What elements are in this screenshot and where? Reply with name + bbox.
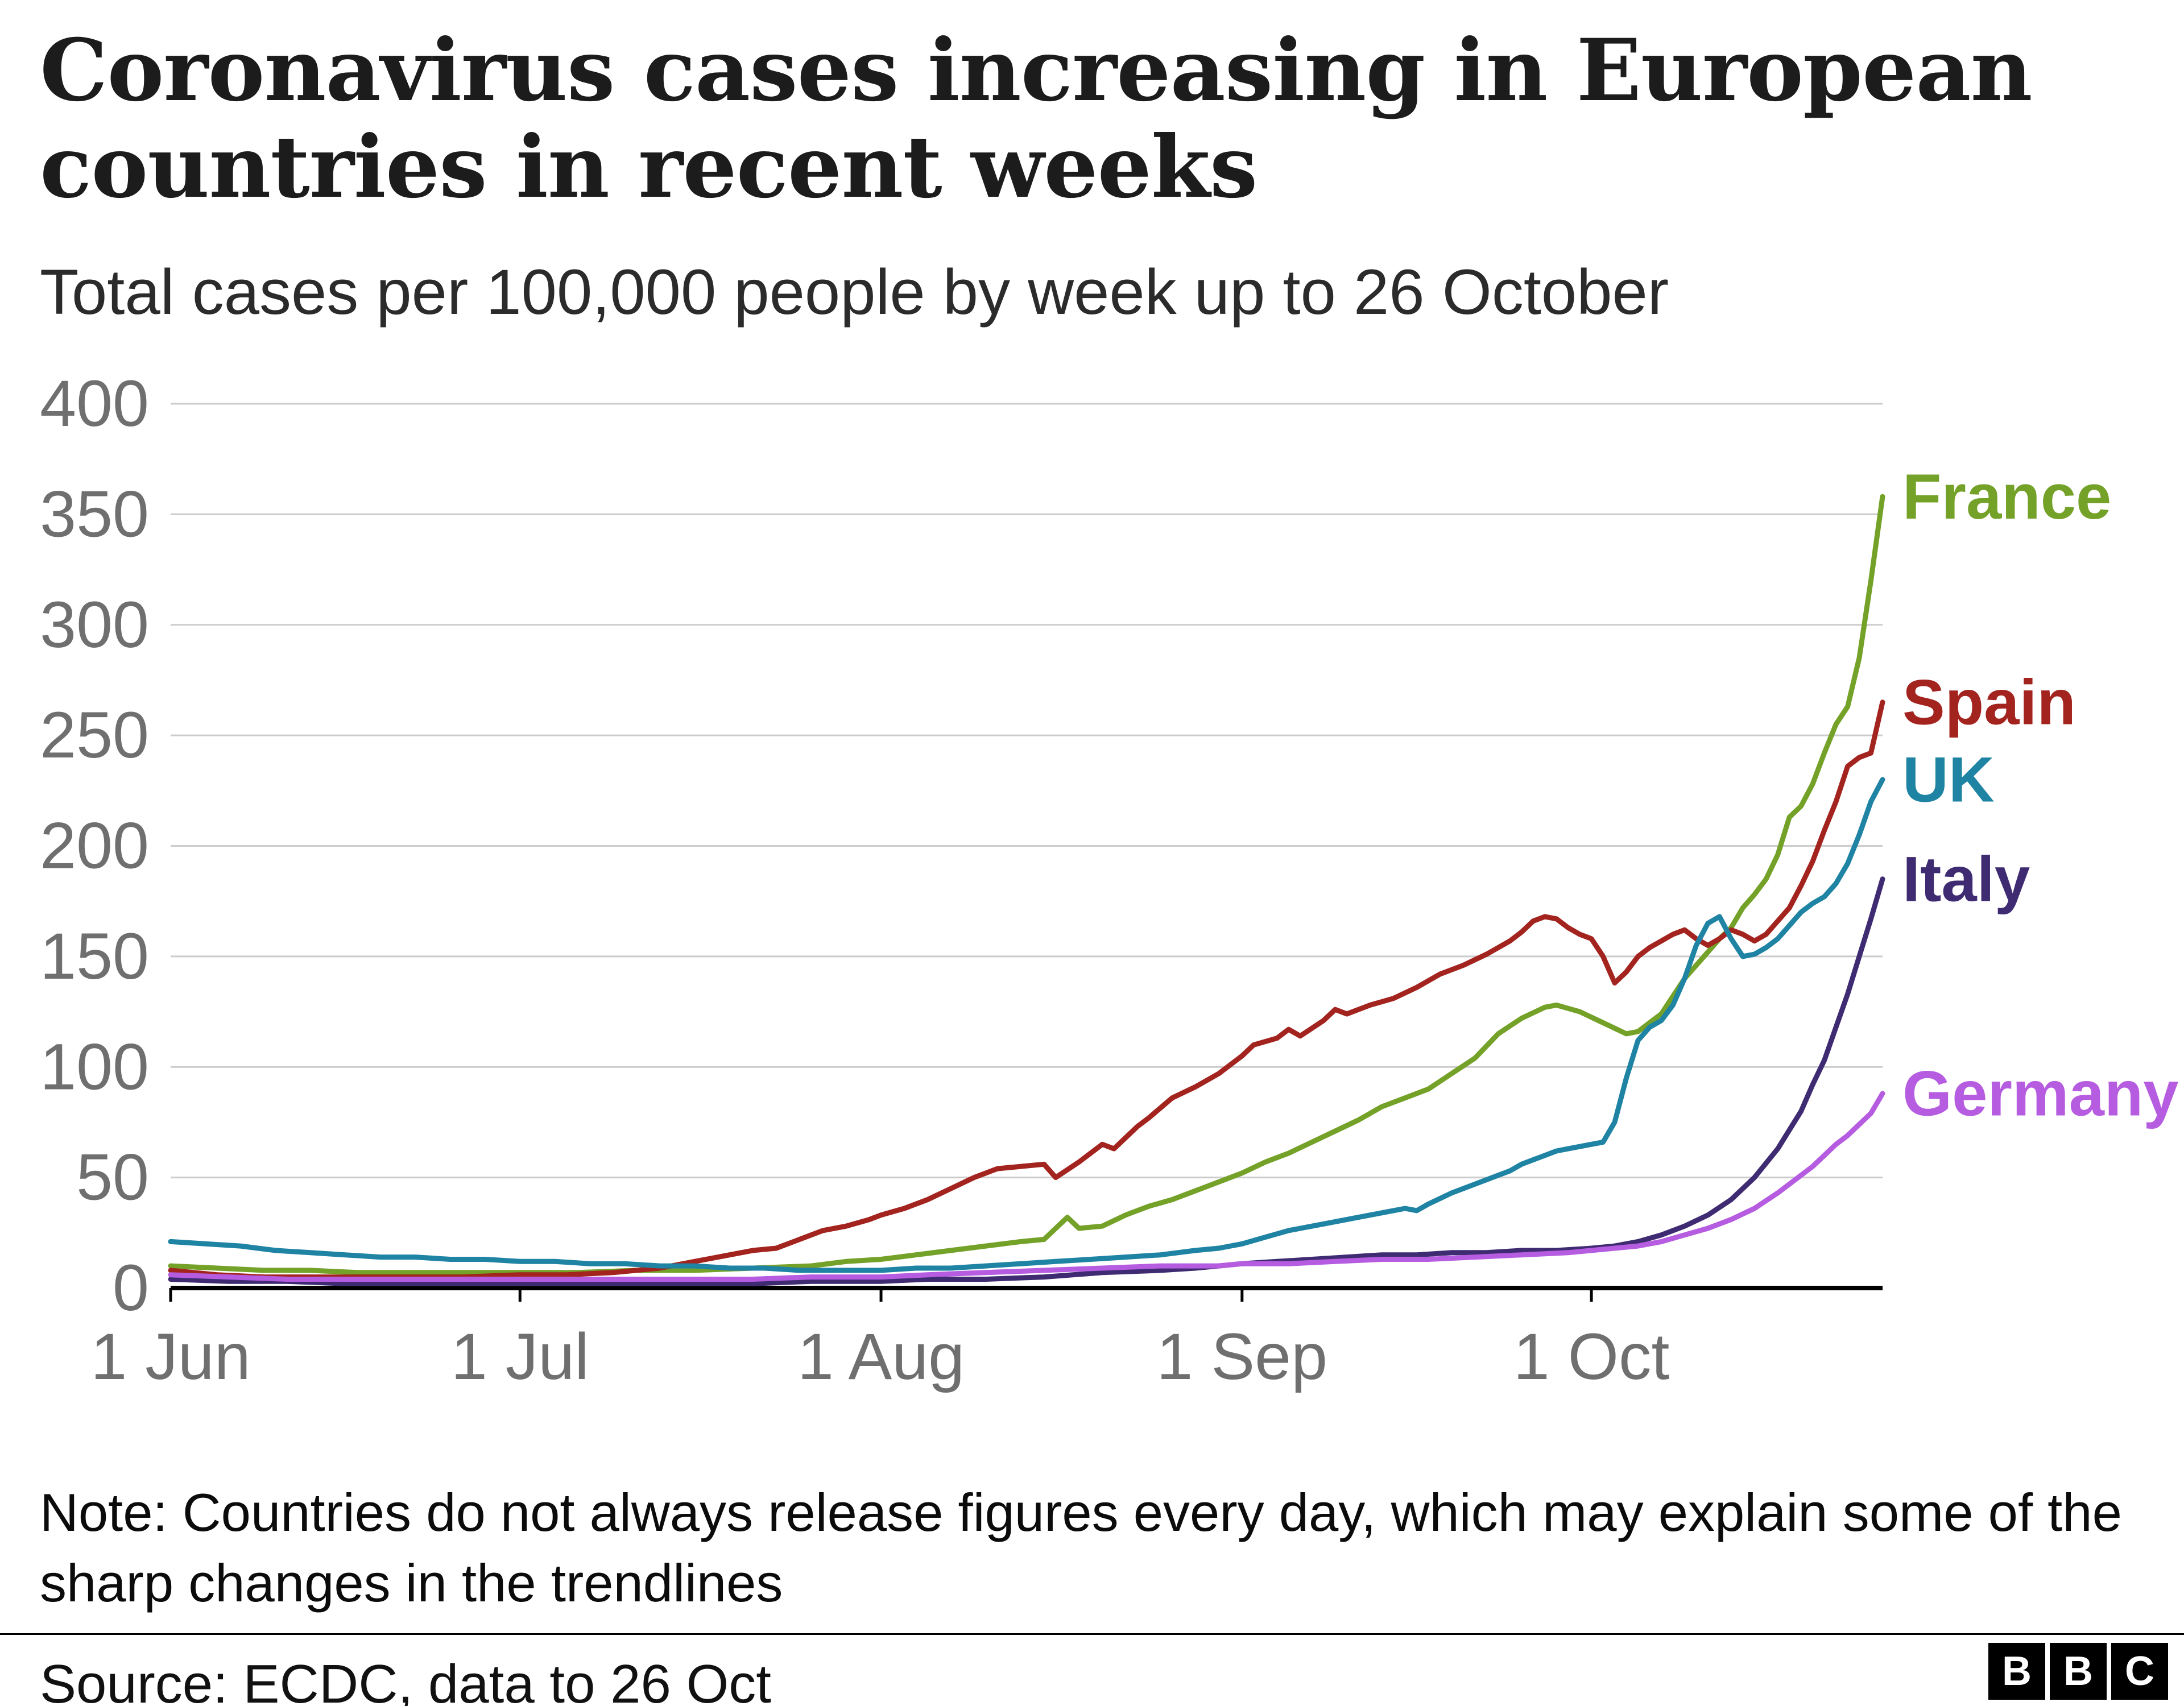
series-line-germany bbox=[168, 1091, 1885, 1282]
bbc-logo-block-3: C bbox=[2111, 1643, 2168, 1700]
page-title-line1: Coronavirus cases increasing in European bbox=[40, 20, 2033, 121]
note-text: Note: Countries do not always release fi… bbox=[40, 1483, 2122, 1613]
line-chart: 0 50 100 150 200 250 300 350 400 1 Jun 1 Jul 1 Aug 1… bbox=[0, 341, 2184, 1422]
y-tick-label-100: 100 bbox=[40, 1030, 149, 1103]
series-label-italy: Italy bbox=[1902, 843, 2030, 914]
y-tick-label-50: 50 bbox=[76, 1141, 149, 1214]
series-label-germany: Germany bbox=[1902, 1058, 2179, 1129]
series-line-italy bbox=[168, 876, 1885, 1286]
bbc-logo-block-2: B bbox=[2050, 1643, 2107, 1700]
series-line-france bbox=[168, 494, 1885, 1276]
series-label-uk: UK bbox=[1902, 744, 1995, 815]
series-line-uk bbox=[168, 777, 1885, 1273]
series-label-spain: Spain bbox=[1902, 666, 2076, 738]
y-tick-label-0: 0 bbox=[113, 1252, 149, 1324]
bbc-logo-block-1: B bbox=[1988, 1643, 2045, 1700]
chart-subtitle: Total cases per 100,000 people by week u… bbox=[40, 256, 1669, 328]
series-label-france: France bbox=[1902, 461, 2111, 532]
series-line-spain bbox=[168, 699, 1885, 1280]
y-tick-label-350: 350 bbox=[40, 478, 149, 550]
y-tick-label-200: 200 bbox=[40, 810, 149, 883]
x-tick-label-1-jul: 1 Jul bbox=[451, 1320, 589, 1393]
y-tick-label-150: 150 bbox=[40, 920, 149, 993]
y-tick-label-400: 400 bbox=[40, 367, 149, 440]
x-tick-label-1-aug: 1 Aug bbox=[797, 1320, 965, 1393]
y-tick-label-250: 250 bbox=[40, 699, 149, 772]
footer-divider bbox=[0, 1633, 2184, 1635]
y-tick-label-300: 300 bbox=[40, 589, 149, 661]
source-text: Source: ECDC, data to 26 Oct bbox=[40, 1654, 771, 1706]
chart-canvas: 0 50 100 150 200 250 300 350 400 1 Jun 1 Jul 1 Aug 1… bbox=[40, 367, 2179, 1393]
x-tick-label-1-jun: 1 Jun bbox=[90, 1320, 250, 1393]
page-title: Coronavirus cases increasing in European… bbox=[40, 20, 2087, 217]
page-title-line2: countries in recent weeks bbox=[40, 117, 1258, 217]
x-tick-label-1-sep: 1 Sep bbox=[1157, 1320, 1328, 1393]
x-tick-label-1-oct: 1 Oct bbox=[1513, 1320, 1670, 1393]
